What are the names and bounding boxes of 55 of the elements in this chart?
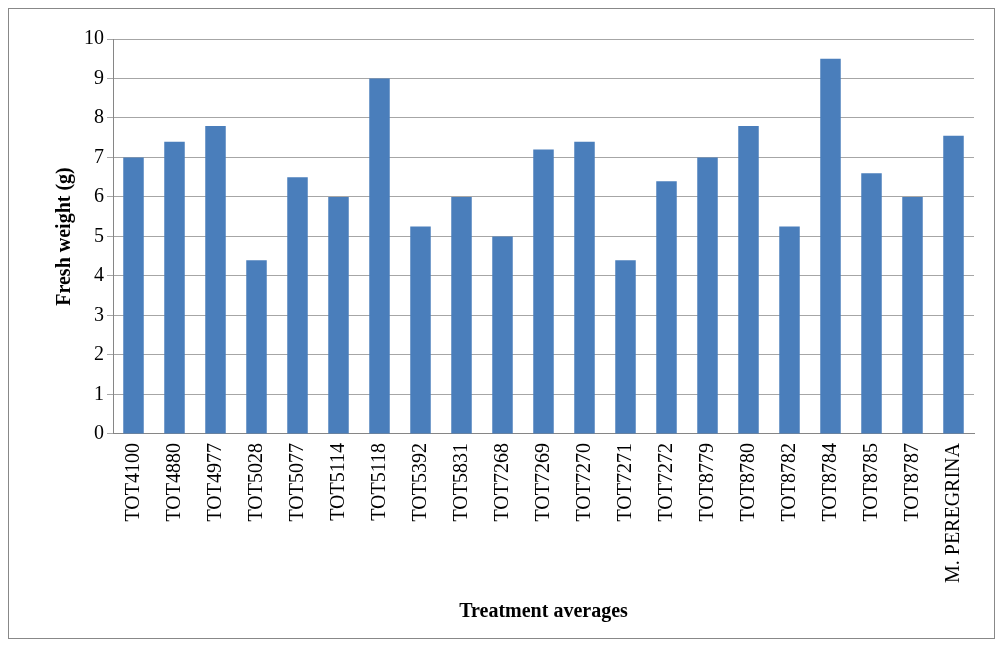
y-tick-label: 1	[94, 381, 104, 404]
x-tick-label: TOT7272	[653, 442, 676, 522]
bar	[574, 141, 595, 434]
y-tick-label: 7	[94, 144, 104, 167]
x-tick-label: TOT5028	[243, 442, 266, 522]
y-tick-label: 10	[84, 26, 104, 49]
bar	[615, 260, 636, 434]
bar	[533, 149, 554, 434]
x-tick-label: TOT8784	[817, 442, 840, 522]
bar	[492, 236, 513, 434]
bar	[656, 181, 677, 434]
bar	[328, 197, 349, 434]
y-tick-label: 5	[94, 223, 104, 246]
y-tick-label: 9	[94, 65, 104, 88]
x-tick-label: TOT8782	[776, 442, 799, 522]
bar	[820, 58, 841, 434]
x-axis-title: Treatment averages	[459, 599, 629, 623]
x-tick-label: TOT5077	[284, 442, 307, 522]
x-tick-label: TOT5114	[325, 442, 348, 521]
y-tick-label: 4	[94, 263, 104, 286]
y-tick-label: 3	[94, 302, 104, 325]
y-axis-title: Fresh weight (g)	[52, 167, 76, 306]
x-tick-label: TOT5392	[407, 442, 430, 522]
bar	[861, 173, 882, 434]
bar	[779, 226, 800, 434]
y-tick-label: 0	[94, 421, 104, 444]
bar	[369, 78, 390, 434]
y-tick-label: 2	[94, 342, 104, 365]
bar	[205, 125, 226, 434]
bar	[287, 177, 308, 434]
bar	[123, 157, 144, 434]
bar	[738, 125, 759, 434]
bar	[697, 157, 718, 434]
bar	[246, 260, 267, 434]
x-tick-label: TOT5118	[366, 442, 389, 521]
bar	[902, 197, 923, 434]
bar	[943, 135, 964, 434]
x-tick-label: TOT7268	[489, 442, 512, 522]
x-tick-label: TOT4100	[120, 442, 143, 522]
x-tick-label: TOT4880	[161, 442, 184, 522]
x-tick-label: TOT7270	[571, 442, 594, 522]
bar	[451, 197, 472, 434]
x-tick-label: TOT8779	[694, 442, 717, 522]
x-tick-label: TOT7269	[530, 442, 553, 522]
x-tick-label: M. PEREGRINA	[940, 442, 963, 584]
bar	[164, 141, 185, 434]
x-tick-label: TOT8780	[735, 442, 758, 522]
x-tick-label: TOT7271	[612, 442, 635, 522]
x-tick-label: TOT5831	[448, 442, 471, 522]
y-tick-label: 6	[94, 184, 104, 207]
bar	[410, 226, 431, 434]
x-tick-label: TOT8785	[858, 442, 881, 522]
x-tick-label: TOT8787	[899, 442, 922, 522]
x-tick-label: TOT4977	[202, 442, 225, 522]
y-tick-label: 8	[94, 105, 104, 128]
